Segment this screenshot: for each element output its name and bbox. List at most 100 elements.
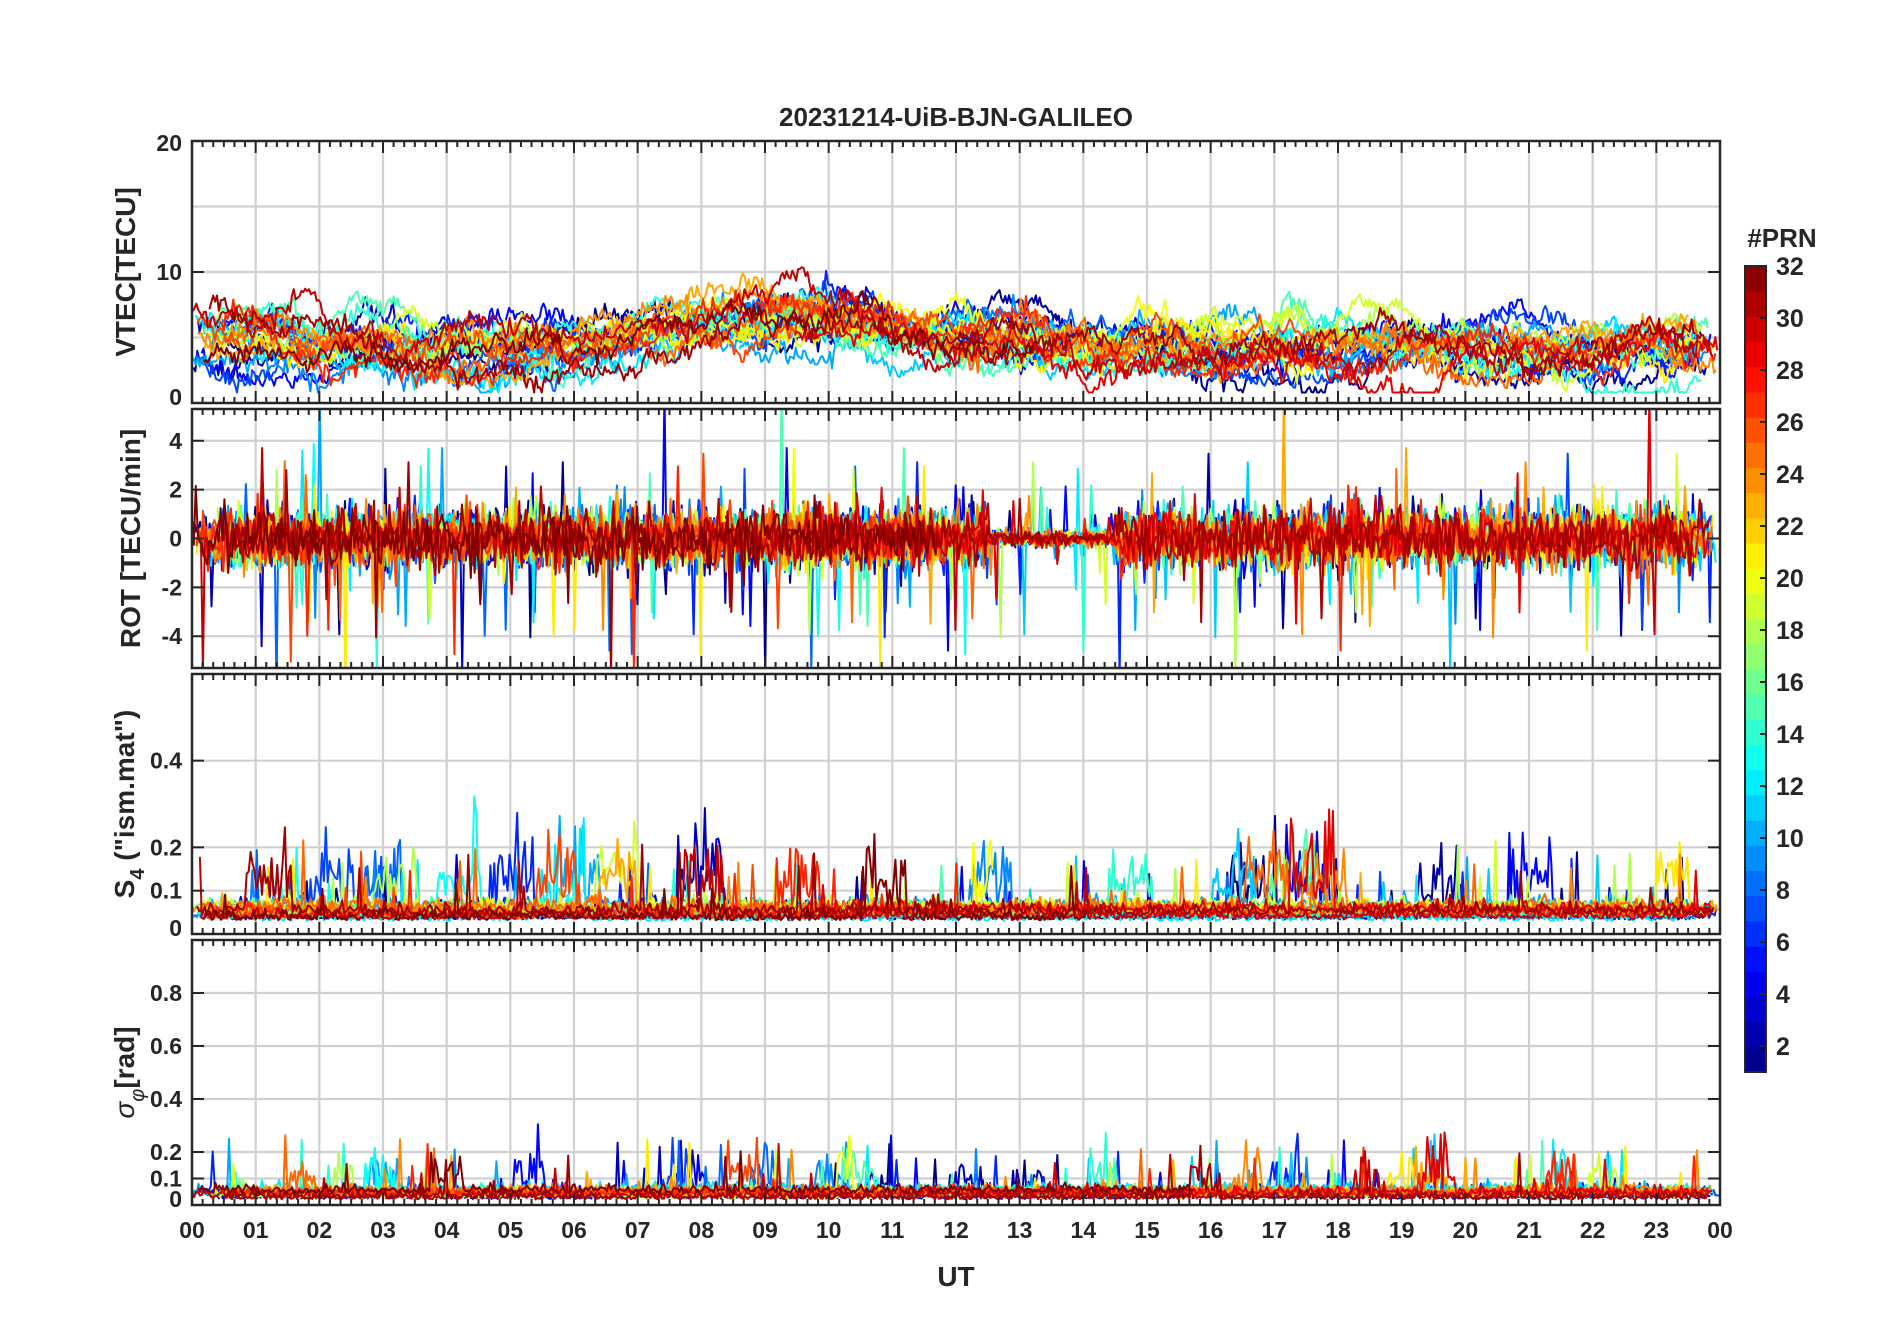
- y-axis-label-sigphi: σφ[rad]: [109, 1026, 149, 1118]
- series-group-s4: [192, 795, 1719, 922]
- colorbar-segment: [1745, 366, 1766, 393]
- y-axis-label-s4: S4 ("ism.mat"): [109, 710, 149, 899]
- x-tick-label: 11: [880, 1217, 905, 1243]
- colorbar-segment: [1745, 517, 1766, 544]
- x-tick-label: 12: [943, 1217, 969, 1243]
- x-axis-label: UT: [937, 1261, 974, 1292]
- series-line-prn-31: [208, 294, 1696, 394]
- colorbar-segment: [1745, 744, 1766, 771]
- y-tick-label: 0: [169, 384, 182, 410]
- y-tick-label: 0.1: [150, 1166, 182, 1192]
- y-tick-label: 0.1: [150, 878, 182, 904]
- x-tick-label: 08: [689, 1217, 715, 1243]
- y-tick-label: 4: [169, 428, 182, 454]
- y-tick-label: 0.6: [150, 1033, 182, 1059]
- y-axis-label-vtec: VTEC[TECU]: [110, 187, 141, 357]
- x-tick-label: 02: [307, 1217, 333, 1243]
- y-tick-label: 0.8: [150, 980, 182, 1006]
- colorbar-tick-label: 26: [1776, 409, 1804, 437]
- colorbar-segment: [1745, 870, 1766, 897]
- y-tick-label: 2: [169, 477, 182, 503]
- x-tick-label: 16: [1198, 1217, 1224, 1243]
- series-line-prn-32: [203, 833, 1088, 922]
- series-line-prn-31: [223, 1144, 1708, 1201]
- colorbar-segment: [1745, 669, 1766, 695]
- colorbar-segment: [1745, 492, 1766, 519]
- y-tick-label: -4: [162, 623, 183, 649]
- colorbar-tick-label: 28: [1776, 357, 1804, 385]
- x-tick-label: 15: [1134, 1217, 1160, 1243]
- y-tick-label: 0: [169, 915, 182, 941]
- colorbar-tick-label: 14: [1776, 721, 1804, 749]
- series-line-prn-25: [228, 294, 1700, 390]
- x-tick-label: 09: [752, 1217, 778, 1243]
- colorbar-segment: [1745, 769, 1766, 796]
- ticks-vtec: [191, 140, 1721, 404]
- x-tick-label: 17: [1262, 1217, 1288, 1243]
- series-line-prn-27: [219, 289, 1717, 389]
- panel-sigphi: 00.10.2 0.4 0.6 0.8σφ[rad] 00 01 02 03 04 05 06 07 0…: [109, 938, 1733, 1243]
- y-tick-label: -2: [162, 574, 182, 600]
- colorbar-segment: [1745, 316, 1766, 343]
- panel-s4: 0 0.1 0.2 0.4S4 ("ism.mat"): [109, 672, 1722, 941]
- y-tick-label: 0.2: [150, 1139, 182, 1165]
- x-tick-label: 14: [1071, 1217, 1097, 1243]
- series-line-prn-32: [192, 484, 936, 606]
- colorbar-tick-label: 2: [1776, 1033, 1790, 1061]
- ticks-sigphi: [191, 940, 1721, 1206]
- colorbar-segment: [1745, 1021, 1766, 1048]
- colorbar-segment: [1745, 694, 1766, 720]
- series-group-rot: [192, 409, 1717, 668]
- colorbar-segment: [1745, 996, 1766, 1023]
- colorbar-tick-label: 10: [1776, 825, 1804, 853]
- colorbar-segment: [1745, 266, 1766, 292]
- x-tick-label: 20: [1453, 1217, 1479, 1243]
- x-tick-label: 18: [1325, 1217, 1351, 1243]
- colorbar-tick-label: 22: [1776, 513, 1804, 541]
- colorbar-segment: [1745, 593, 1766, 620]
- colorbar-segment: [1745, 971, 1766, 997]
- series-group-sigphi: [192, 1123, 1720, 1201]
- colorbar-tick-label: 32: [1776, 253, 1804, 281]
- colorbar-segment: [1745, 391, 1766, 418]
- series-line-prn-31: [196, 826, 1715, 916]
- y-tick-label: 0: [169, 526, 182, 552]
- colorbar-tick-label: 16: [1776, 669, 1804, 697]
- x-tick-label: 00: [179, 1217, 205, 1243]
- y-tick-label: 0.4: [150, 748, 182, 774]
- x-tick-label: 22: [1580, 1217, 1606, 1243]
- y-tick-label: 20: [156, 130, 182, 156]
- colorbar-segment: [1745, 845, 1766, 871]
- series-line-prn-32: [202, 290, 1037, 374]
- series-line-prn-30: [192, 266, 1714, 381]
- panel-vtec: 0 10 20 VTEC[TECU]: [110, 130, 1722, 410]
- colorbar-segment: [1745, 568, 1766, 594]
- colorbar-tick-label: 6: [1776, 929, 1790, 957]
- colorbar-segment: [1745, 820, 1766, 846]
- x-tick-label: 13: [1007, 1217, 1033, 1243]
- colorbar-title: #PRN: [1747, 223, 1816, 253]
- y-tick-label: 0: [169, 1186, 182, 1212]
- x-tick-label: 07: [625, 1217, 651, 1243]
- colorbar-segment: [1745, 1046, 1766, 1073]
- colorbar-segment: [1745, 920, 1766, 947]
- series-group-vtec: [192, 266, 1719, 394]
- y-tick-label: 0.2: [150, 834, 182, 860]
- colorbar-segment: [1745, 467, 1766, 494]
- colorbar-segment: [1745, 643, 1766, 670]
- colorbar-tick-label: 12: [1776, 773, 1804, 801]
- series-line-prn-32: [197, 1150, 1194, 1194]
- ticks-rot: [191, 409, 1721, 668]
- y-tick-label: 0.4: [150, 1086, 182, 1112]
- x-tick-label: 04: [434, 1217, 460, 1243]
- ticks-s4: [191, 674, 1721, 935]
- y-axis-label-rot: ROT [TECU/min]: [115, 429, 146, 648]
- colorbar-tick-label: 24: [1776, 461, 1804, 489]
- colorbar-segment: [1745, 946, 1766, 972]
- colorbar-segment: [1745, 618, 1766, 645]
- colorbar-tick-label: 20: [1776, 565, 1804, 593]
- colorbar-segment: [1745, 417, 1766, 443]
